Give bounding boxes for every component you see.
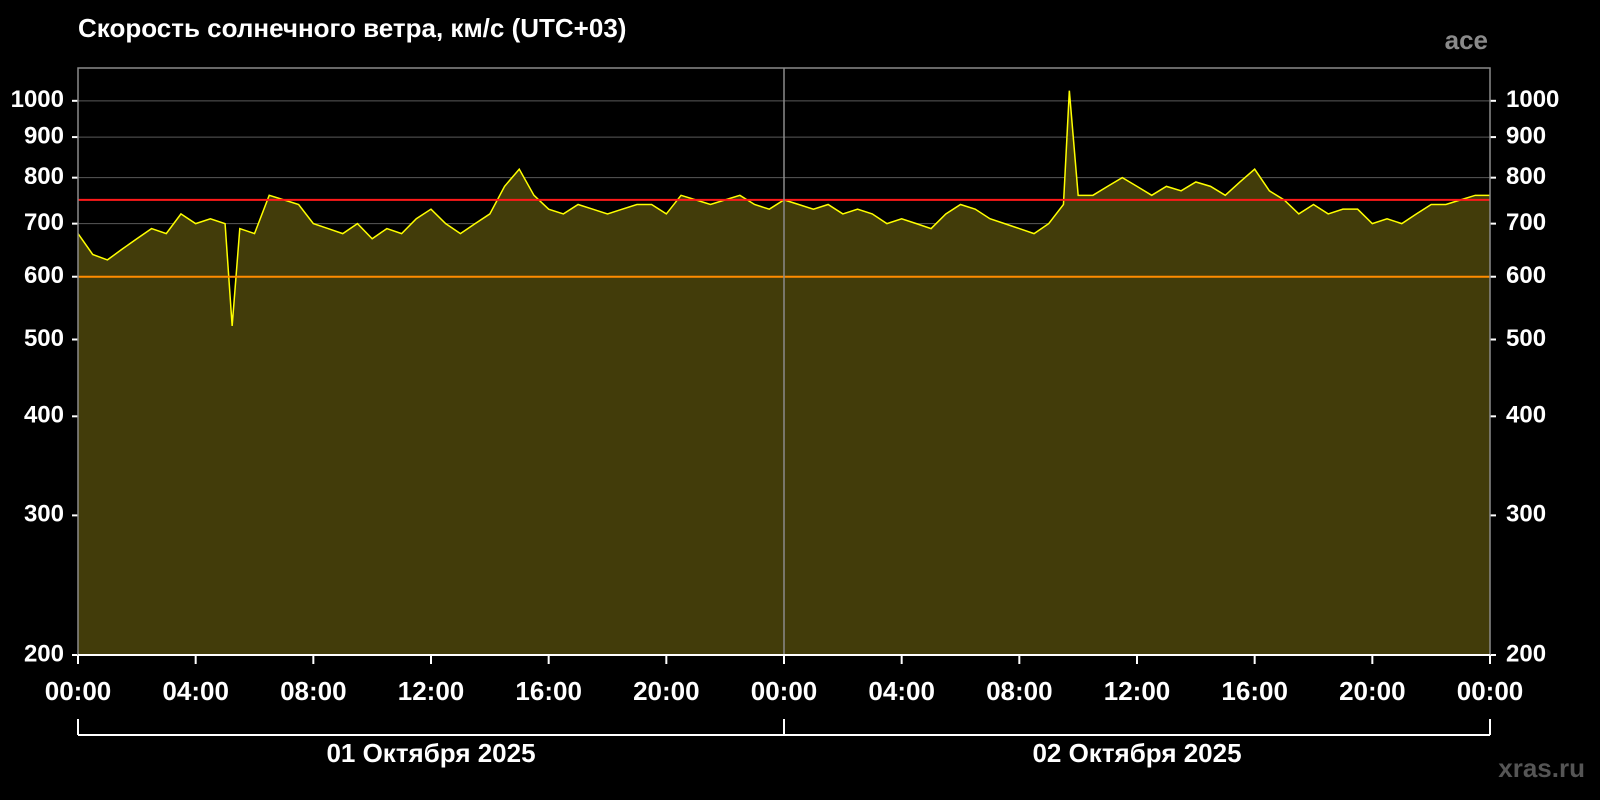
y-tick-label: 500 xyxy=(24,325,64,352)
x-tick-label: 08:00 xyxy=(986,676,1053,706)
y2-tick-label: 800 xyxy=(1506,163,1546,190)
x-tick-label: 20:00 xyxy=(1339,676,1406,706)
x-tick-label: 12:00 xyxy=(1104,676,1171,706)
x-tick-label: 16:00 xyxy=(515,676,582,706)
x-tick-label: 00:00 xyxy=(1457,676,1524,706)
source-label: ace xyxy=(1445,25,1488,55)
watermark: xras.ru xyxy=(1498,753,1585,783)
y2-tick-label: 600 xyxy=(1506,262,1546,289)
x-tick-label: 16:00 xyxy=(1221,676,1288,706)
x-tick-label: 04:00 xyxy=(162,676,229,706)
y2-tick-label: 200 xyxy=(1506,640,1546,667)
y2-tick-label: 700 xyxy=(1506,209,1546,236)
y-tick-label: 600 xyxy=(24,262,64,289)
y-tick-label: 300 xyxy=(24,501,64,528)
y-tick-label: 800 xyxy=(24,163,64,190)
date-label: 01 Октября 2025 xyxy=(326,738,535,768)
y2-tick-label: 400 xyxy=(1506,402,1546,429)
x-tick-label: 00:00 xyxy=(45,676,112,706)
y2-tick-label: 500 xyxy=(1506,325,1546,352)
y-tick-label: 200 xyxy=(24,640,64,667)
y-tick-label: 900 xyxy=(24,122,64,149)
x-tick-label: 12:00 xyxy=(398,676,465,706)
y2-tick-label: 300 xyxy=(1506,501,1546,528)
y2-tick-label: 900 xyxy=(1506,122,1546,149)
x-tick-label: 04:00 xyxy=(868,676,935,706)
date-label: 02 Октября 2025 xyxy=(1032,738,1241,768)
y-tick-label: 700 xyxy=(24,209,64,236)
chart-title: Скорость солнечного ветра, км/с (UTC+03) xyxy=(78,13,626,43)
y2-tick-label: 1000 xyxy=(1506,86,1559,113)
y-tick-label: 1000 xyxy=(11,86,64,113)
x-tick-label: 20:00 xyxy=(633,676,700,706)
y-tick-label: 400 xyxy=(24,402,64,429)
x-tick-label: 08:00 xyxy=(280,676,347,706)
x-tick-label: 00:00 xyxy=(751,676,818,706)
